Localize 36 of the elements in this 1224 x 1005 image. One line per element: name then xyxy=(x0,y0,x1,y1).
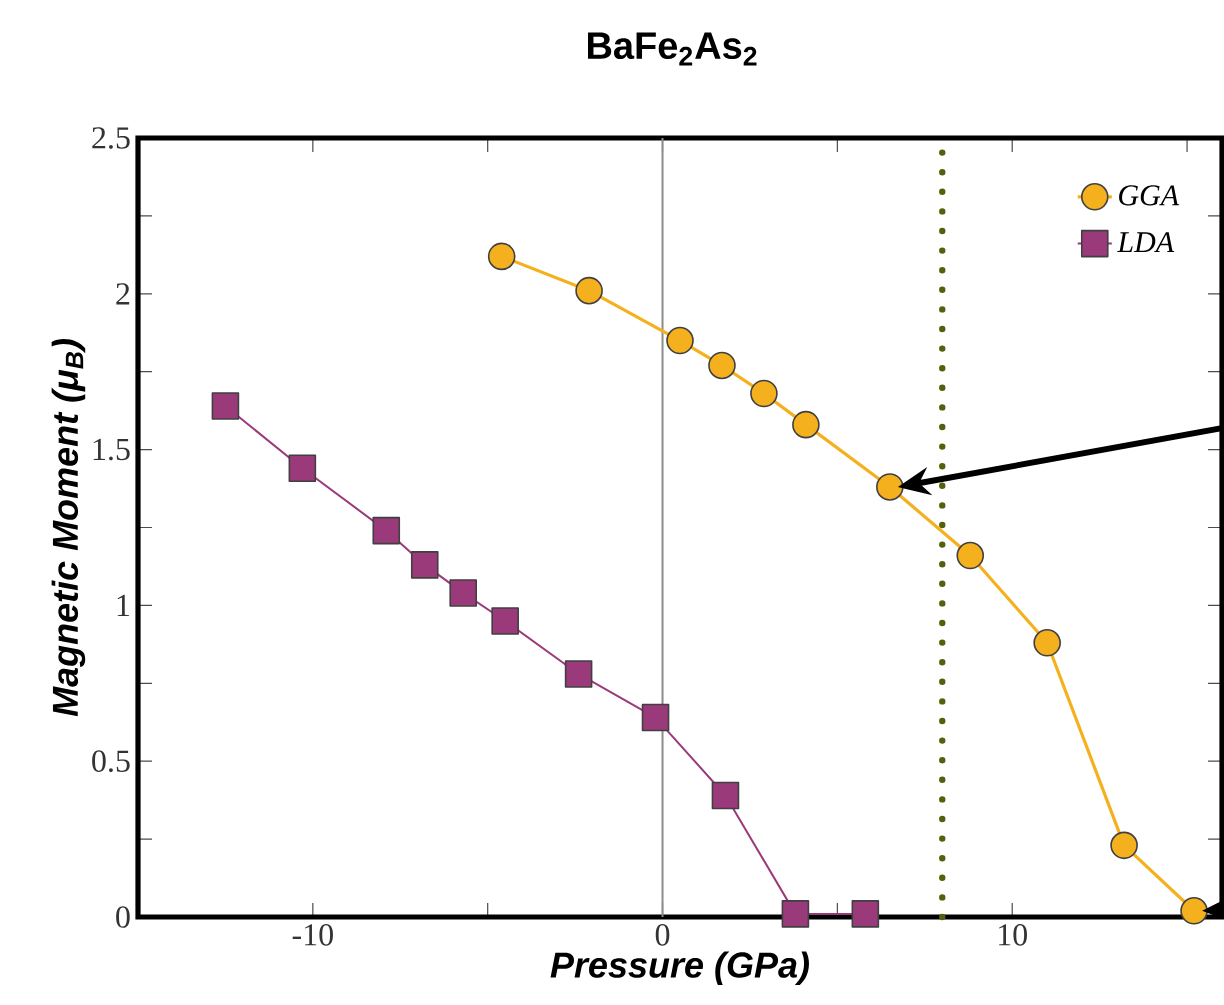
point xyxy=(575,276,603,305)
point xyxy=(750,379,778,408)
legend-label: LDA xyxy=(1117,232,1175,253)
chart-title: BaFe$_{2}$As$_{2}$ xyxy=(588,32,757,66)
point xyxy=(1033,628,1061,657)
point xyxy=(781,900,810,928)
y-axis-title: Magnetic Moment (μ$_{B}$) xyxy=(51,339,86,717)
point xyxy=(711,781,740,810)
point xyxy=(956,541,985,570)
point xyxy=(410,551,439,579)
x-axis-title: Pressure (GPa) xyxy=(550,951,809,985)
point xyxy=(449,579,477,607)
point xyxy=(641,703,670,732)
legend-label: GGA xyxy=(1119,185,1180,206)
point xyxy=(666,326,694,355)
point xyxy=(211,392,240,420)
y-tick-label: 2 xyxy=(116,283,130,305)
point xyxy=(851,900,880,928)
x-tick-label: 10 xyxy=(999,924,1027,946)
y-tick-label: 0 xyxy=(116,906,130,928)
point xyxy=(876,473,904,501)
point xyxy=(564,660,593,688)
point xyxy=(372,516,401,545)
point xyxy=(288,454,317,483)
point xyxy=(1180,896,1208,925)
point xyxy=(491,607,519,635)
point xyxy=(487,242,516,271)
y-tick-label: 1 xyxy=(117,594,130,616)
y-tick-label: 2.5 xyxy=(92,127,130,149)
point xyxy=(708,351,736,380)
x-tick-label: 0 xyxy=(655,924,670,946)
y-tick-label: 0.5 xyxy=(92,750,130,773)
point xyxy=(792,410,820,439)
point xyxy=(1110,831,1138,860)
y-tick-label: 1.5 xyxy=(93,438,130,461)
x-tick-label: -10 xyxy=(292,924,333,946)
